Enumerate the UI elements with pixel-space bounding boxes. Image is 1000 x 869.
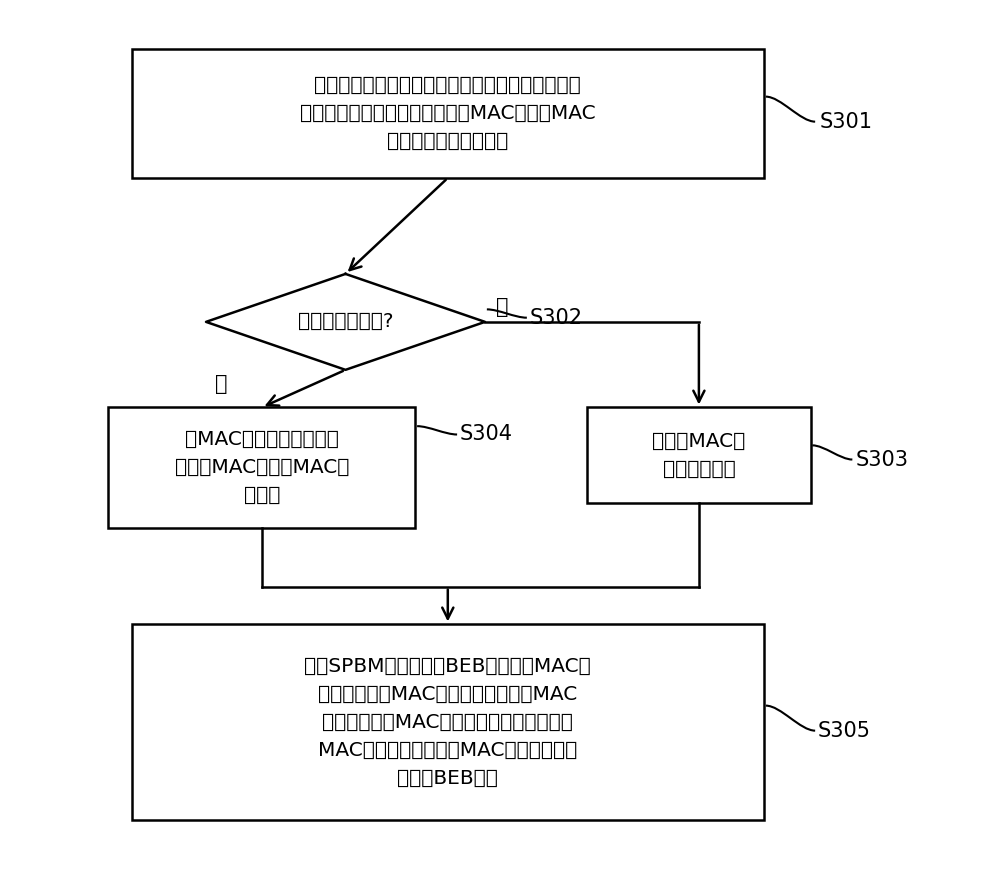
Text: 否: 否 (215, 374, 228, 394)
FancyBboxPatch shape (132, 49, 764, 178)
FancyBboxPatch shape (132, 624, 764, 820)
Text: S302: S302 (530, 308, 583, 328)
Text: 在接收到接入层交换机发来的一个客户端的以太网
报文后，根据该以太网报文的源MAC地址在MAC
转发表中查找匹配表项: 在接收到接入层交换机发来的一个客户端的以太网 报文后，根据该以太网报文的源MAC… (300, 76, 596, 151)
Text: S301: S301 (820, 111, 873, 132)
Text: 在MAC转发表中增加包含
有该源MAC地址的MAC转
发表项: 在MAC转发表中增加包含 有该源MAC地址的MAC转 发表项 (175, 430, 349, 506)
Text: 是: 是 (496, 297, 509, 317)
Text: 不进行MAC转
发表项的配置: 不进行MAC转 发表项的配置 (652, 432, 746, 479)
Text: S303: S303 (855, 449, 908, 469)
Text: S304: S304 (460, 424, 513, 445)
Text: 查找到匹配表项?: 查找到匹配表项? (298, 312, 393, 331)
FancyBboxPatch shape (108, 408, 415, 528)
Text: S305: S305 (818, 720, 871, 740)
Text: 在向SPBM网络中其他BEB设备同步MAC转
发表项时，将MAC转发表中属于同一MAC
地址段的多个MAC转发表项聚合成一个聚合
MAC转发表项，将聚合MAC转: 在向SPBM网络中其他BEB设备同步MAC转 发表项时，将MAC转发表中属于同一… (304, 657, 591, 788)
Polygon shape (206, 274, 485, 370)
FancyBboxPatch shape (587, 408, 810, 503)
